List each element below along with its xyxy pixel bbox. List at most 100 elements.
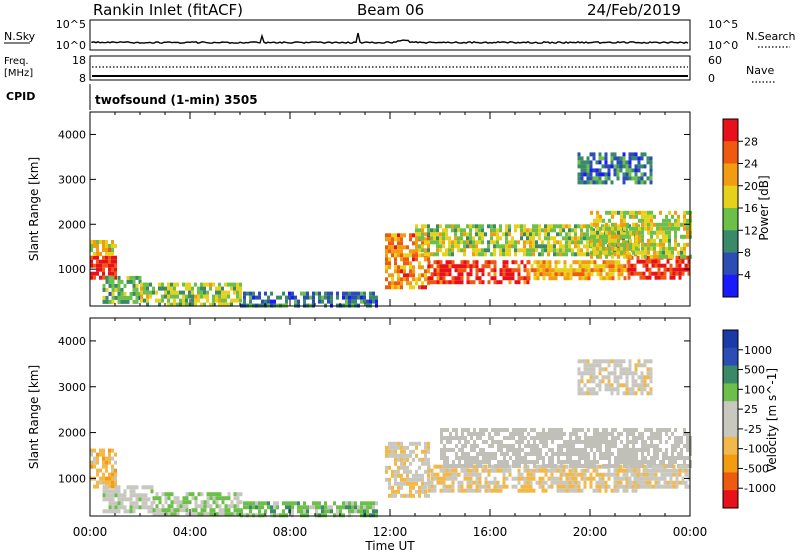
power-cell [632, 210, 635, 215]
velocity-cell [680, 456, 683, 460]
velocity-cell [559, 476, 563, 481]
velocity-cell [321, 509, 324, 514]
velocity-cell [394, 489, 397, 494]
power-cell [637, 180, 641, 185]
power-cell [481, 232, 484, 237]
velocity-cell [491, 440, 494, 444]
velocity-cell [102, 448, 105, 453]
power-cell [421, 285, 424, 290]
station-title: Rankin Inlet (fitACF) [93, 1, 243, 19]
power-cell [566, 268, 570, 273]
power-cell [651, 263, 655, 268]
velocity-cell [589, 472, 593, 477]
velocity-cell [566, 452, 569, 456]
velocity-cell [161, 492, 165, 497]
velocity-cell [252, 501, 255, 506]
velocity-cell [515, 432, 518, 436]
power-cell [617, 268, 621, 273]
power-cell [553, 252, 556, 257]
power-cell [412, 241, 415, 246]
velocity-cell [312, 501, 315, 506]
power-cell [550, 236, 553, 241]
velocity-cell [448, 484, 452, 489]
velocity-cell [233, 492, 237, 497]
velocity-ytick-label: 1000 [58, 472, 86, 485]
velocity-cell [608, 448, 611, 452]
power-cell [155, 290, 158, 295]
velocity-cell [427, 461, 430, 466]
power-cell [385, 253, 388, 258]
power-cell [221, 298, 224, 303]
power-cell [427, 280, 431, 285]
power-cell [642, 271, 646, 276]
power-cell [532, 252, 535, 257]
velocity-cell [563, 460, 566, 464]
power-cell [239, 286, 242, 291]
velocity-colorbar-swatch [723, 365, 738, 384]
velocity-cell [114, 468, 117, 473]
power-cell [451, 224, 454, 229]
power-cell [490, 268, 494, 273]
power-cell [636, 255, 640, 260]
power-cell [385, 277, 388, 282]
power-cell [493, 224, 496, 229]
velocity-cell [249, 509, 252, 514]
velocity-cell [375, 513, 378, 518]
power-cell [565, 232, 568, 237]
velocity-cell [391, 441, 394, 446]
velocity-cell [512, 464, 515, 468]
velocity-cell [144, 501, 148, 506]
velocity-cell [120, 505, 124, 510]
velocity-cell [571, 488, 575, 493]
power-cell [111, 255, 114, 260]
power-cell [111, 259, 114, 264]
power-cell [517, 272, 521, 277]
power-cell [681, 259, 685, 264]
velocity-cell [628, 387, 632, 392]
power-cell [170, 294, 173, 299]
velocity-cell [595, 359, 599, 364]
power-cell [96, 267, 99, 272]
velocity-cell [273, 509, 276, 514]
power-cell [637, 164, 641, 169]
velocity-cell [625, 391, 629, 396]
power-cell [427, 240, 430, 245]
velocity-cell [497, 444, 500, 448]
power-cell [634, 172, 638, 177]
velocity-cell [583, 472, 587, 477]
velocity-cell [479, 436, 482, 440]
velocity-cell [557, 452, 560, 456]
power-cell [602, 250, 605, 255]
power-cell [613, 152, 617, 157]
velocity-cell [566, 456, 569, 460]
power-cell [511, 272, 515, 277]
velocity-cell [406, 477, 409, 482]
power-cell [686, 218, 689, 223]
power-cell [111, 299, 115, 304]
power-cell [577, 156, 581, 161]
power-cell [541, 248, 544, 253]
power-cell [138, 279, 142, 284]
velocity-cell [227, 492, 231, 497]
power-cell [644, 214, 647, 219]
power-cell [117, 275, 121, 280]
power-cell [412, 249, 415, 254]
velocity-cell [614, 464, 617, 468]
power-cell [629, 230, 632, 235]
power-cell [105, 255, 108, 260]
velocity-cell [470, 444, 473, 448]
power-cell [385, 265, 388, 270]
velocity-cell [536, 456, 539, 460]
power-cell [583, 160, 587, 165]
power-cell [680, 250, 683, 255]
velocity-cell [634, 371, 638, 376]
power-cell [641, 214, 644, 219]
velocity-cell [324, 509, 327, 514]
power-cell [611, 238, 614, 243]
velocity-cell [686, 436, 689, 440]
power-cell [409, 285, 412, 290]
velocity-cell [611, 464, 614, 468]
velocity-cell [619, 476, 623, 481]
velocity-cell [505, 468, 509, 473]
power-cell [170, 282, 173, 287]
